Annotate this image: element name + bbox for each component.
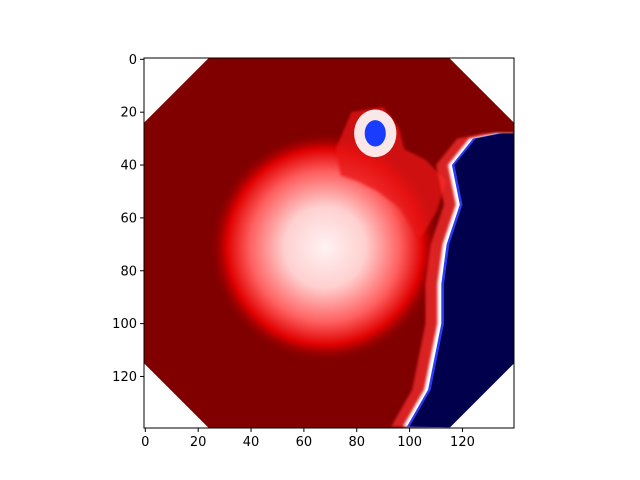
x-tick-label: 40 [243,435,260,450]
y-axis: 0 20 40 60 80 100 120 [112,53,144,385]
x-tick-label: 100 [397,435,422,450]
y-tick-label: 60 [120,211,137,226]
y-tick-label: 120 [112,370,137,385]
y-tick-label: 100 [112,317,137,332]
x-tick-label: 60 [296,435,313,450]
dark-blue-region [409,133,514,428]
plot-frame [143,57,515,429]
y-tick-label: 40 [120,159,137,174]
y-tick-label: 20 [120,106,137,121]
x-tick-label: 120 [450,435,475,450]
x-tick-label: 80 [348,435,365,450]
y-tick-label: 80 [120,264,137,279]
x-axis: 0 20 40 60 80 100 120 [141,428,475,450]
y-tick-label: 0 [129,53,137,68]
plot-area [144,58,514,428]
heatmap-image [144,58,514,428]
small-blue-spot [364,120,386,147]
x-tick-label: 0 [141,435,149,450]
x-tick-label: 20 [190,435,207,450]
